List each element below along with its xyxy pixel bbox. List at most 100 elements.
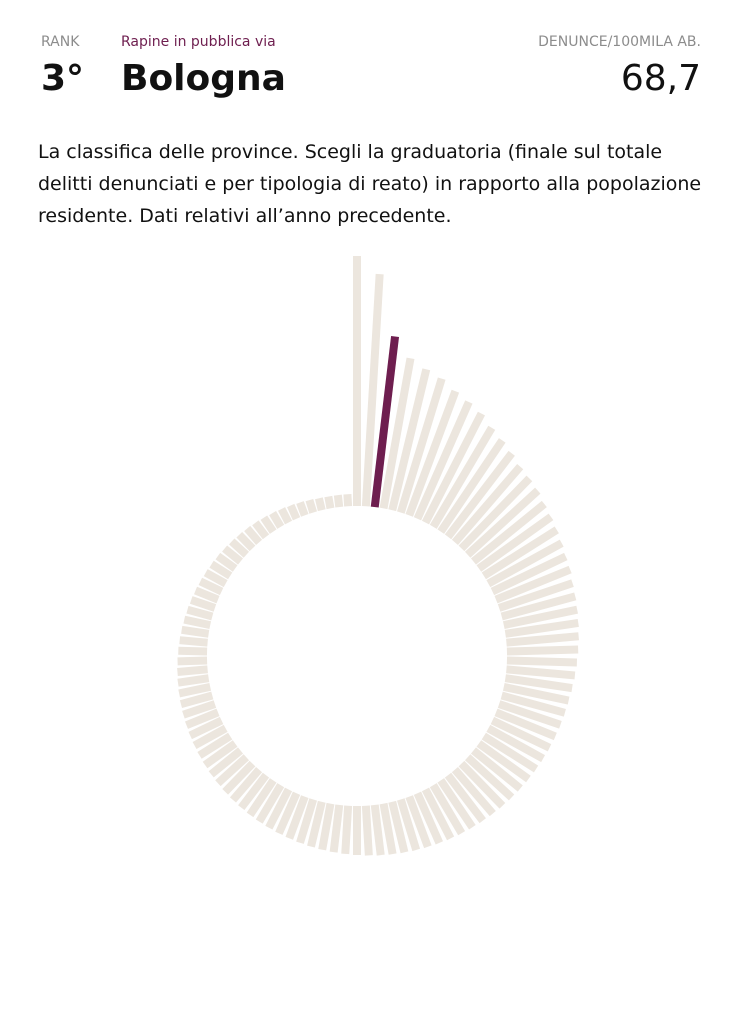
bar-rank-61[interactable] xyxy=(275,791,301,835)
bar-rank-105[interactable] xyxy=(333,494,344,508)
bar-rank-13[interactable] xyxy=(451,464,524,545)
bar-rank-80[interactable] xyxy=(177,656,208,666)
bar-rank-7[interactable] xyxy=(405,389,460,517)
bar-rank-11[interactable] xyxy=(437,438,506,534)
bar-rank-16[interactable] xyxy=(470,500,547,565)
bar-rank-65[interactable] xyxy=(238,772,270,811)
bar-rank-81[interactable] xyxy=(178,646,208,656)
bar-rank-18[interactable] xyxy=(481,526,559,580)
bar-rank-84[interactable] xyxy=(183,615,212,630)
bar-rank-78[interactable] xyxy=(177,674,210,687)
bar-rank-63[interactable] xyxy=(255,783,285,824)
bar-rank-87[interactable] xyxy=(194,586,220,604)
bar-rank-55[interactable] xyxy=(341,805,353,855)
bar-rank-98[interactable] xyxy=(269,511,285,529)
bar-rank-56[interactable] xyxy=(329,804,344,853)
bar-rank-26[interactable] xyxy=(506,632,579,647)
bar-rank-10[interactable] xyxy=(429,425,496,529)
bar-rank-35[interactable] xyxy=(490,716,552,752)
bar-rank-88[interactable] xyxy=(198,577,224,596)
bar-rank-32[interactable] xyxy=(500,691,566,717)
bar-rank-43[interactable] xyxy=(444,772,486,824)
bar-rank-12[interactable] xyxy=(444,450,515,540)
bar-rank-95[interactable] xyxy=(244,525,263,545)
bar-rank-72[interactable] xyxy=(192,724,228,750)
bar-rank-85[interactable] xyxy=(186,605,214,621)
bar-rank-77[interactable] xyxy=(178,682,212,698)
bar-rank-67[interactable] xyxy=(222,760,256,795)
bar-rank-92[interactable] xyxy=(222,545,244,565)
bar-rank-91[interactable] xyxy=(215,552,238,572)
bar-rank-22[interactable] xyxy=(497,579,574,612)
bar-rank-5[interactable] xyxy=(388,368,431,512)
bar-highlight-rank-3[interactable] xyxy=(370,336,400,508)
bar-rank-103[interactable] xyxy=(315,497,326,512)
bar-rank-23[interactable] xyxy=(500,592,577,621)
bar-rank-86[interactable] xyxy=(189,596,217,612)
bar-rank-73[interactable] xyxy=(188,716,224,740)
bar-rank-19[interactable] xyxy=(486,539,564,588)
bar-rank-62[interactable] xyxy=(265,787,293,830)
bar-rank-102[interactable] xyxy=(305,498,318,514)
bar-rank-82[interactable] xyxy=(179,636,208,647)
bar-rank-20[interactable] xyxy=(490,552,568,596)
bar-rank-49[interactable] xyxy=(396,798,421,852)
bar-rank-48[interactable] xyxy=(405,795,432,849)
bar-rank-75[interactable] xyxy=(182,700,217,719)
bar-rank-40[interactable] xyxy=(464,754,515,801)
bar-rank-54[interactable] xyxy=(353,806,361,855)
bar-rank-44[interactable] xyxy=(437,778,476,830)
bar-rank-6[interactable] xyxy=(396,377,446,514)
bar-rank-8[interactable] xyxy=(413,400,473,521)
bar-rank-52[interactable] xyxy=(370,804,385,856)
bar-rank-33[interactable] xyxy=(497,700,562,729)
bar-rank-17[interactable] xyxy=(476,513,554,572)
bar-rank-38[interactable] xyxy=(476,740,531,783)
bar-rank-90[interactable] xyxy=(209,560,233,580)
bar-rank-39[interactable] xyxy=(470,747,523,792)
bar-rank-14[interactable] xyxy=(458,475,533,552)
bar-rank-69[interactable] xyxy=(208,747,244,778)
bar-rank-47[interactable] xyxy=(413,791,443,845)
bar-rank-2[interactable] xyxy=(361,273,384,507)
bar-rank-57[interactable] xyxy=(318,802,335,851)
bar-rank-76[interactable] xyxy=(179,691,214,708)
bar-rank-41[interactable] xyxy=(458,760,506,809)
bar-rank-101[interactable] xyxy=(296,501,309,517)
bar-rank-66[interactable] xyxy=(229,767,263,803)
bar-rank-4[interactable] xyxy=(379,357,415,510)
bar-rank-59[interactable] xyxy=(296,798,318,844)
bar-rank-58[interactable] xyxy=(307,800,326,848)
bar-rank-94[interactable] xyxy=(236,531,256,552)
bar-rank-36[interactable] xyxy=(486,724,546,763)
bar-rank-70[interactable] xyxy=(202,740,238,769)
bar-rank-71[interactable] xyxy=(197,732,233,759)
bar-rank-104[interactable] xyxy=(324,495,335,510)
bar-rank-96[interactable] xyxy=(252,520,270,540)
bar-rank-28[interactable] xyxy=(506,656,578,667)
bar-rank-1[interactable] xyxy=(353,256,361,506)
bar-rank-60[interactable] xyxy=(285,795,309,840)
bar-rank-31[interactable] xyxy=(502,682,570,705)
bar-rank-89[interactable] xyxy=(203,569,228,588)
bar-rank-45[interactable] xyxy=(429,783,466,836)
bar-rank-29[interactable] xyxy=(506,665,576,680)
bar-rank-93[interactable] xyxy=(229,538,250,558)
bar-rank-46[interactable] xyxy=(421,787,455,841)
bar-rank-25[interactable] xyxy=(504,619,579,638)
bar-rank-9[interactable] xyxy=(421,411,485,525)
bar-rank-37[interactable] xyxy=(481,732,539,773)
bar-rank-64[interactable] xyxy=(246,778,277,818)
bar-rank-79[interactable] xyxy=(177,665,208,676)
bar-rank-24[interactable] xyxy=(502,605,578,630)
bar-rank-106[interactable] xyxy=(343,494,353,507)
bar-rank-97[interactable] xyxy=(260,515,277,534)
bar-rank-99[interactable] xyxy=(277,507,293,525)
bar-rank-51[interactable] xyxy=(379,802,397,855)
bar-rank-21[interactable] xyxy=(494,565,572,604)
bar-rank-34[interactable] xyxy=(494,708,557,741)
bar-rank-42[interactable] xyxy=(451,767,496,817)
bar-rank-100[interactable] xyxy=(287,503,301,521)
bar-rank-74[interactable] xyxy=(184,708,220,729)
bar-rank-50[interactable] xyxy=(388,800,409,854)
